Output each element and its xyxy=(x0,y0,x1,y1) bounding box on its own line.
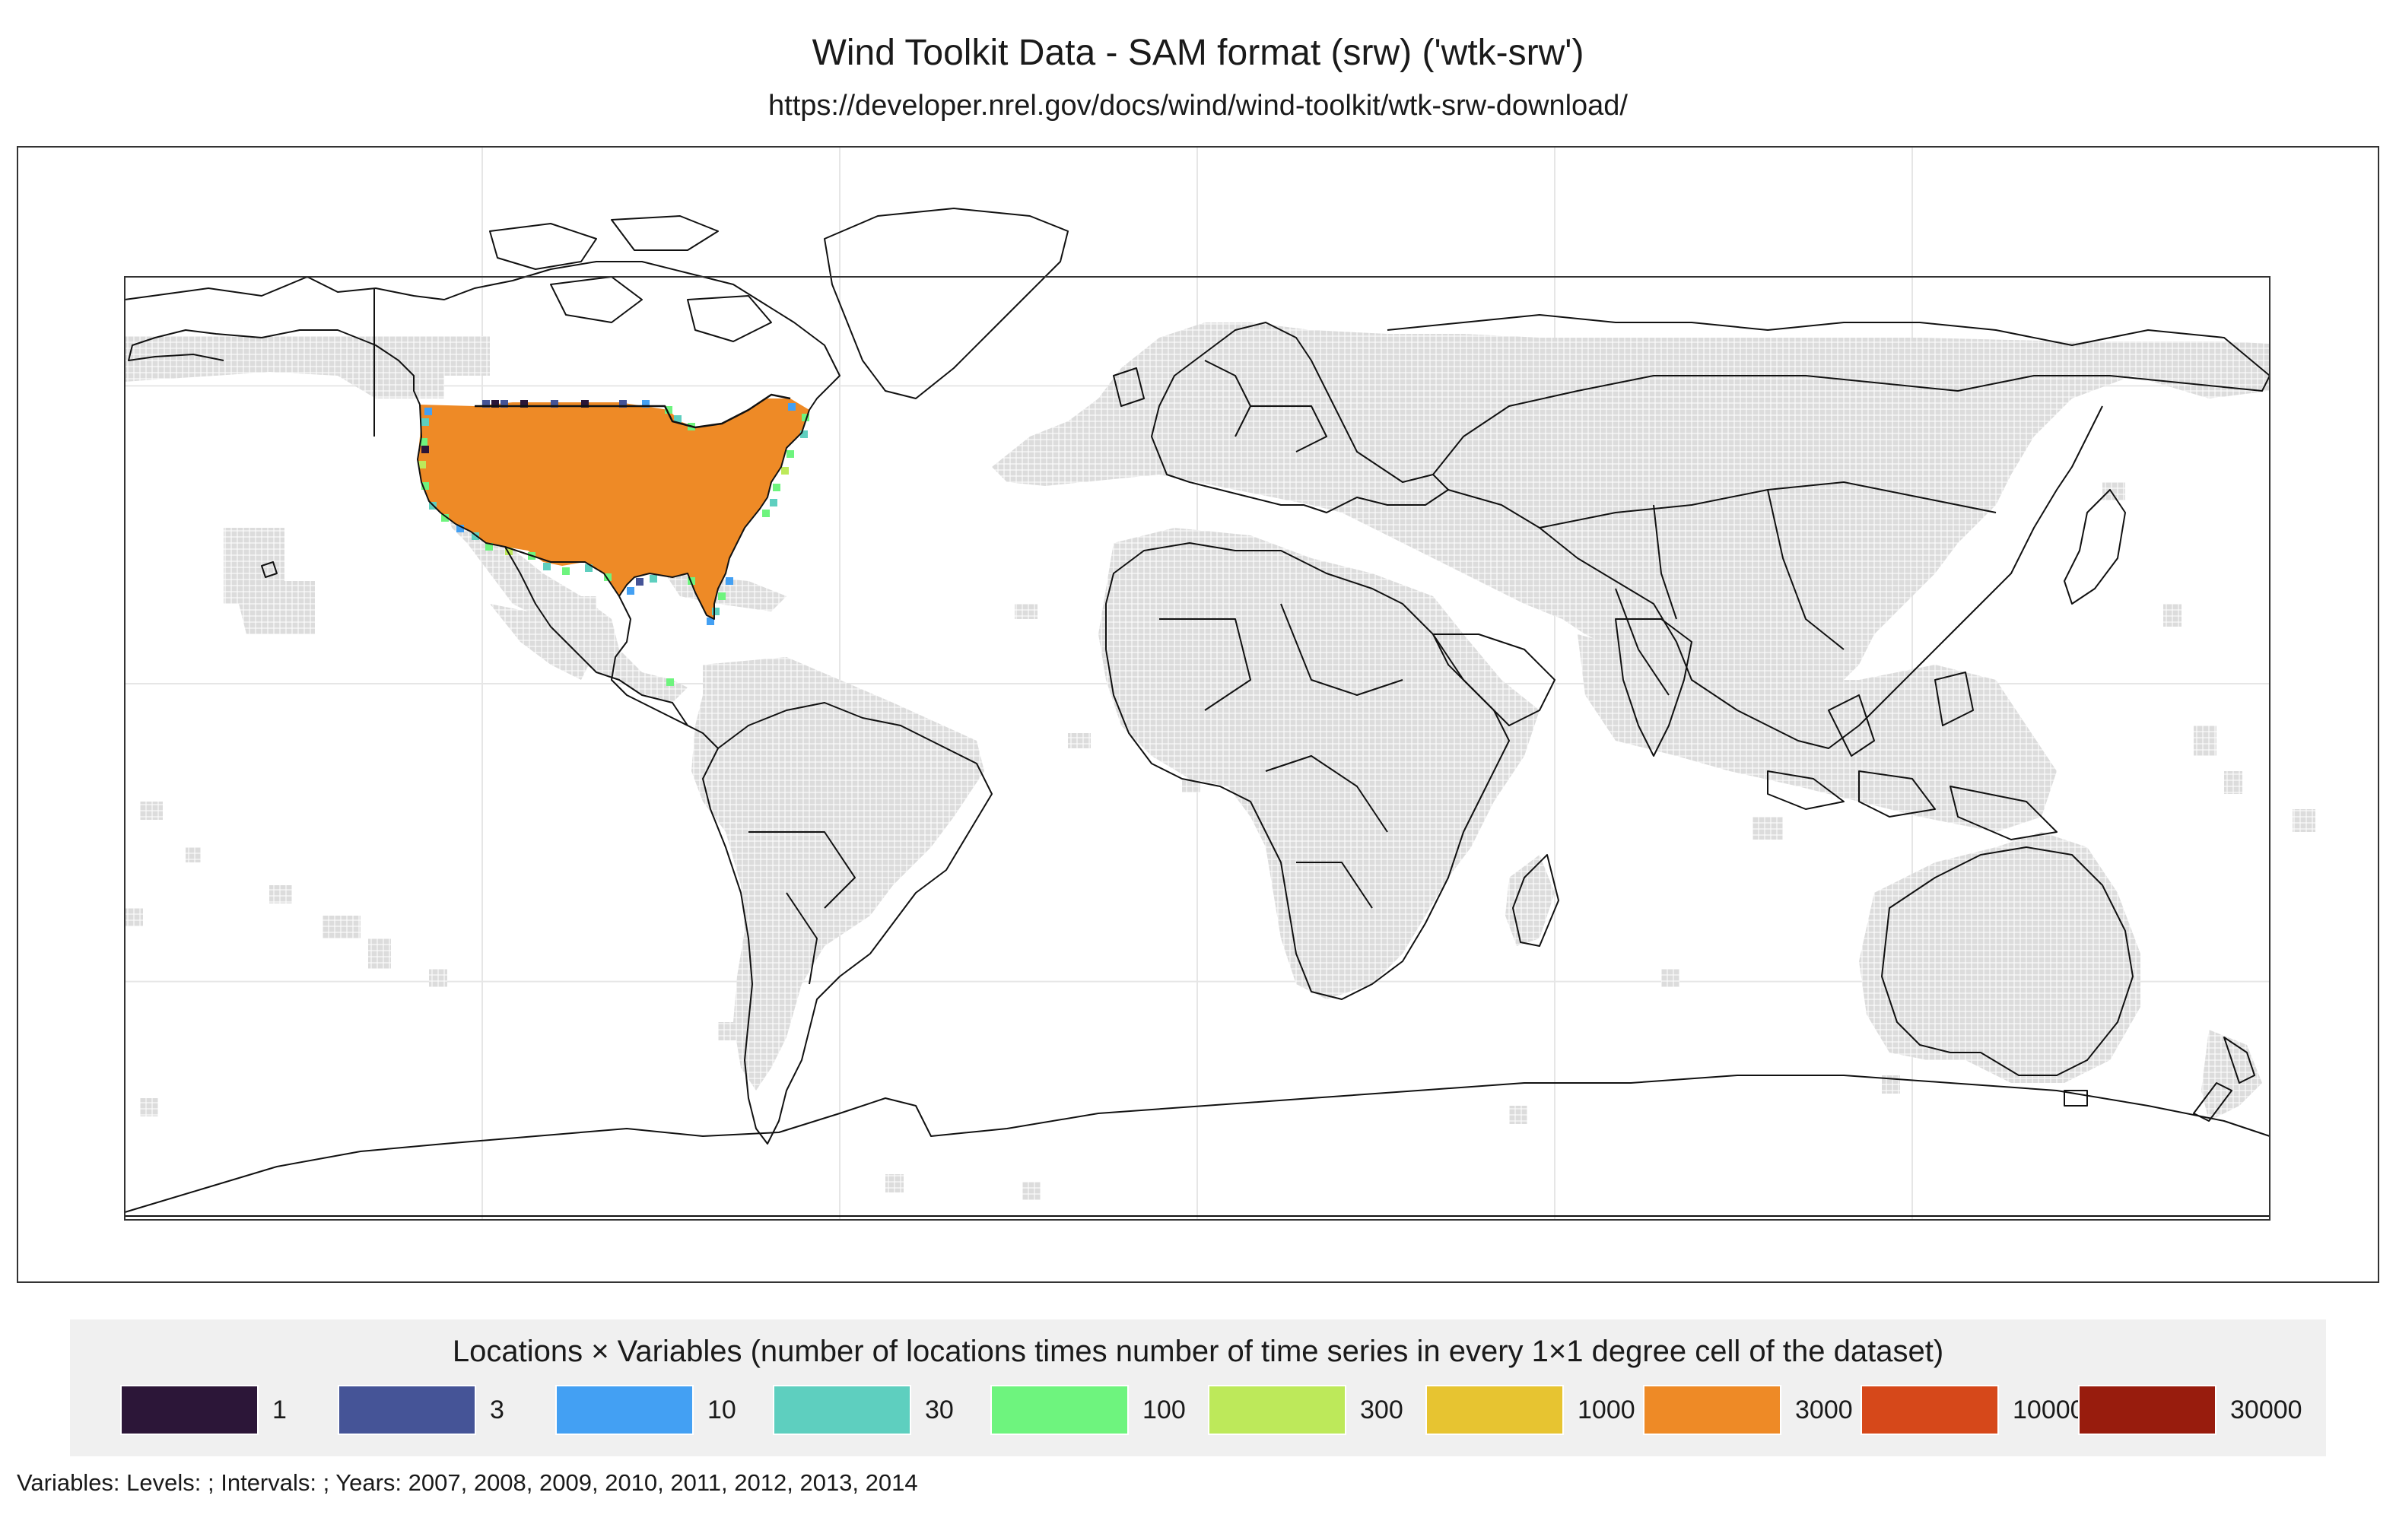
data-cell xyxy=(800,430,808,438)
legend: Locations × Variables (number of locatio… xyxy=(70,1319,2326,1456)
data-cell xyxy=(520,400,528,408)
legend-label: 300 xyxy=(1360,1396,1403,1424)
legend-label: 30 xyxy=(925,1396,954,1424)
data-cell xyxy=(707,618,714,625)
legend-label: 30000 xyxy=(2230,1396,2302,1424)
data-cell xyxy=(604,573,612,581)
data-cell xyxy=(581,400,589,408)
data-cell xyxy=(726,577,733,585)
data-cell xyxy=(619,400,627,408)
legend-swatch xyxy=(773,1385,911,1435)
map-title: Wind Toolkit Data - SAM format (srw) ('w… xyxy=(812,33,1584,73)
data-cell xyxy=(424,408,432,415)
data-cell xyxy=(418,461,426,468)
map-plot-frame xyxy=(124,276,2270,1221)
data-cell xyxy=(543,563,551,570)
data-cell xyxy=(770,499,777,506)
legend-label: 10000 xyxy=(2013,1396,2085,1424)
country-outlines xyxy=(124,208,2270,1217)
data-cell xyxy=(636,578,643,586)
legend-swatch xyxy=(338,1385,476,1435)
no-data-cells xyxy=(125,322,2315,1200)
data-cell xyxy=(505,548,513,555)
legend-swatch xyxy=(1861,1385,1999,1435)
data-cell xyxy=(802,414,809,421)
data-cell xyxy=(666,678,674,686)
data-cell xyxy=(500,400,508,408)
data-cell xyxy=(551,400,558,408)
legend-swatch xyxy=(2078,1385,2216,1435)
legend-swatch xyxy=(1208,1385,1346,1435)
legend-label: 3000 xyxy=(1795,1396,1853,1424)
data-cell xyxy=(762,510,770,517)
data-cell xyxy=(421,418,429,426)
legend-label: 1 xyxy=(272,1396,287,1424)
data-cell xyxy=(642,400,650,408)
data-cell xyxy=(712,608,720,615)
data-cell xyxy=(456,525,464,532)
legend-label: 3 xyxy=(490,1396,504,1424)
data-cell xyxy=(674,415,682,423)
data-cell xyxy=(773,484,780,491)
data-cell xyxy=(627,587,634,595)
footnote: Variables: Levels: ; Intervals: ; Years:… xyxy=(17,1469,918,1496)
legend-label: 1000 xyxy=(1578,1396,1635,1424)
data-cell xyxy=(781,467,789,475)
data-cell xyxy=(718,592,726,600)
map-panel xyxy=(17,146,2379,1283)
legend-swatch xyxy=(990,1385,1129,1435)
data-cell xyxy=(472,532,479,540)
legend-swatch xyxy=(555,1385,694,1435)
data-cell xyxy=(485,543,493,551)
data-cell xyxy=(788,403,796,411)
legend-items: 1 3 10 30 100 300 1000 3000 10000 30000 xyxy=(120,1385,2326,1435)
data-cell xyxy=(650,575,657,583)
legend-label: 100 xyxy=(1142,1396,1186,1424)
data-cell xyxy=(441,514,449,522)
data-cell xyxy=(491,400,499,408)
data-cell xyxy=(421,446,429,453)
data-cell xyxy=(585,564,593,572)
data-cell xyxy=(420,438,427,446)
legend-swatch xyxy=(1643,1385,1781,1435)
legend-swatch xyxy=(120,1385,259,1435)
data-cell xyxy=(562,567,570,575)
legend-title: Locations × Variables (number of locatio… xyxy=(452,1335,1944,1368)
data-cell xyxy=(421,482,429,490)
map-subtitle-url: https://developer.nrel.gov/docs/wind/win… xyxy=(768,90,1628,122)
data-cell xyxy=(482,400,490,408)
legend-label: 10 xyxy=(707,1396,736,1424)
data-cell xyxy=(786,450,794,458)
data-cell xyxy=(665,406,672,414)
world-map xyxy=(124,148,2315,1221)
legend-swatch xyxy=(1425,1385,1564,1435)
